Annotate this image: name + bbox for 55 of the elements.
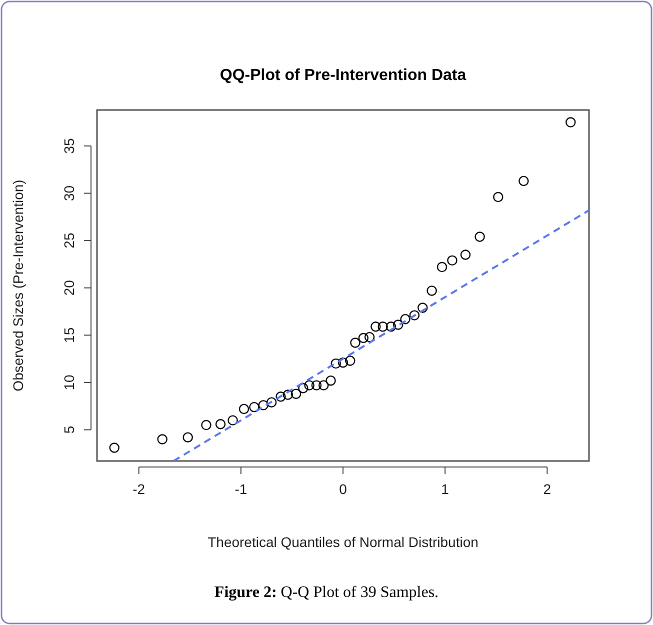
x-tick-label: -1: [234, 480, 248, 497]
point: [426, 286, 437, 296]
point: [326, 375, 336, 386]
chart-title: QQ-Plot of Pre-Intervention Data: [220, 67, 466, 84]
point: [386, 322, 396, 332]
point: [364, 332, 375, 342]
y-tick-label: 35: [60, 138, 77, 154]
x-tick-label: 1: [441, 480, 450, 497]
point: [258, 400, 268, 410]
point: [182, 432, 193, 442]
point: [249, 402, 260, 412]
point: [460, 250, 471, 260]
point: [276, 392, 286, 402]
point: [201, 420, 212, 430]
point: [566, 117, 576, 128]
point: [400, 314, 410, 324]
point: [393, 320, 404, 330]
y-tick-label: 20: [60, 280, 77, 296]
point: [370, 322, 381, 332]
point: [447, 255, 458, 266]
point: [109, 442, 120, 453]
point: [298, 383, 308, 394]
x-tick-label: -2: [132, 480, 146, 497]
x-tick-label: 2: [543, 480, 552, 497]
point: [290, 388, 302, 399]
y-tick-label: 25: [60, 232, 77, 248]
point: [215, 418, 226, 430]
point: [311, 380, 322, 390]
point: [228, 415, 238, 426]
y-tick-label: 30: [60, 185, 77, 202]
point: [330, 358, 341, 369]
y-axis-title: Observed Sizes (Pre-Intervention): [10, 180, 26, 392]
x-tick-label: 0: [339, 480, 348, 497]
point: [157, 434, 168, 444]
point: [345, 356, 356, 366]
point: [493, 192, 504, 202]
x-axis-title: Theoretical Quantiles of Normal Distribution: [208, 534, 478, 550]
y-tick-label: 15: [60, 327, 77, 343]
point: [238, 404, 250, 414]
y-tick-label: 5: [60, 426, 77, 434]
point: [409, 310, 420, 320]
point: [418, 302, 428, 313]
point: [318, 380, 329, 390]
point: [378, 322, 388, 332]
caption: Figure 2: Q-Q Plot of 39 Samples.: [214, 584, 439, 601]
y-tick-label: 10: [60, 374, 77, 390]
point: [358, 332, 369, 344]
point: [282, 390, 293, 400]
point: [518, 176, 529, 186]
point: [338, 358, 348, 368]
point: [350, 338, 360, 348]
point: [474, 232, 485, 242]
point: [304, 380, 314, 390]
point: [266, 397, 277, 408]
point: [436, 262, 448, 272]
